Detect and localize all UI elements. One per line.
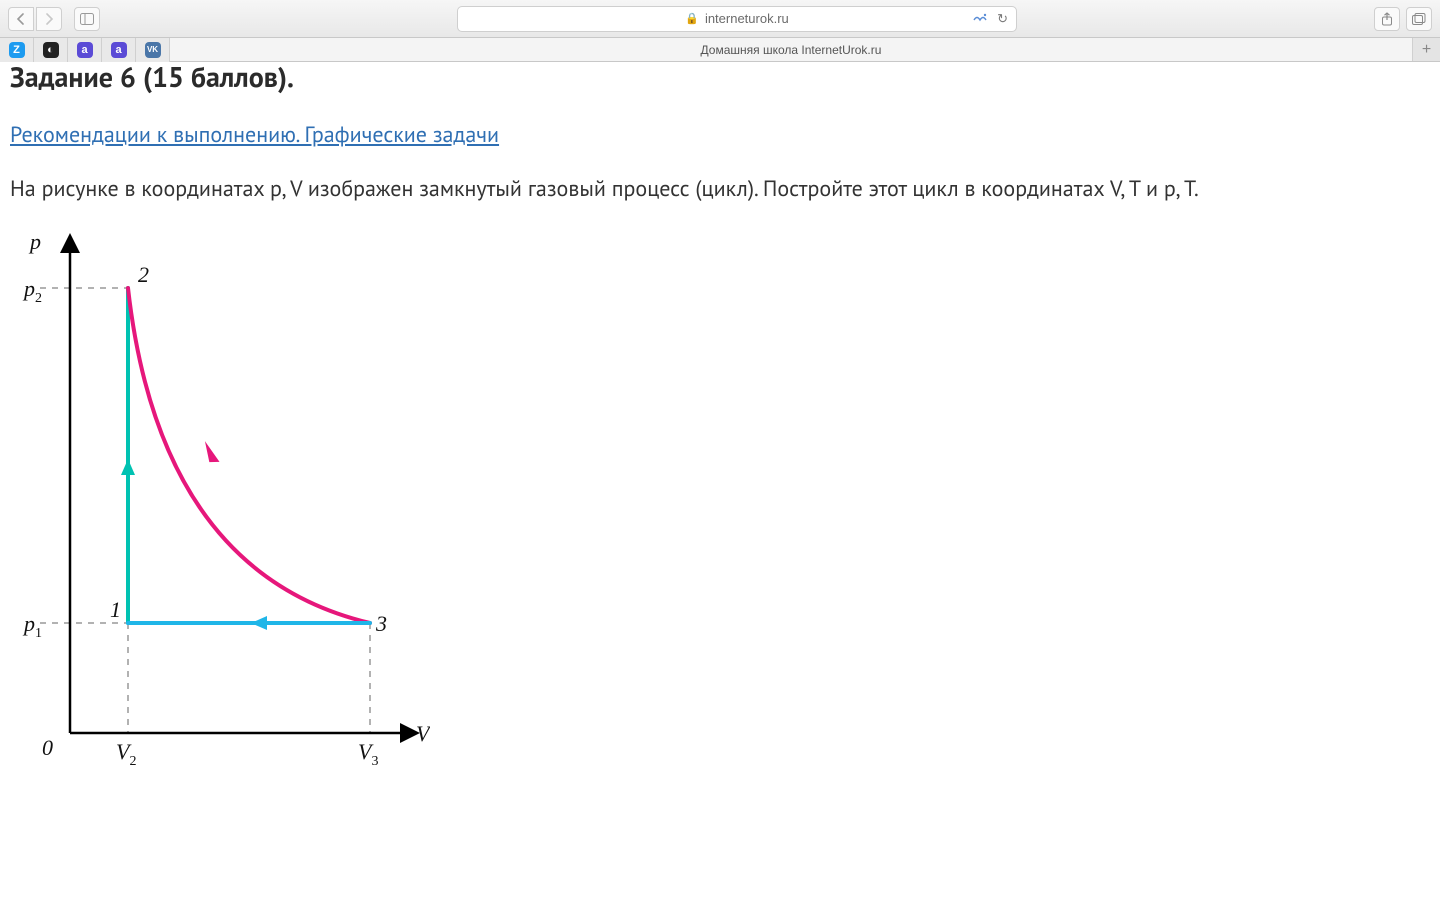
sidebar-toggle-button[interactable] — [74, 7, 100, 31]
share-button[interactable] — [1374, 7, 1400, 31]
svg-text:V3: V3 — [358, 739, 378, 769]
url-bar[interactable]: 🔒 interneturok.ru ↻ — [457, 6, 1017, 32]
back-button[interactable] — [8, 7, 34, 31]
nav-back-forward — [8, 7, 62, 31]
svg-text:V: V — [416, 721, 430, 746]
svg-text:1: 1 — [110, 597, 121, 622]
forward-button[interactable] — [36, 7, 62, 31]
active-tab-title[interactable]: Домашняя школа InternetUrok.ru — [170, 38, 1412, 61]
pv-diagram: p V 0 1 2 3 V2 V3 p1 p2 — [10, 223, 430, 783]
task-title: Задание 6 (15 баллов). — [10, 62, 1430, 93]
svg-text:2: 2 — [138, 262, 149, 287]
svg-text:3: 3 — [375, 611, 387, 636]
browser-toolbar: 🔒 interneturok.ru ↻ — [0, 0, 1440, 38]
reload-icon[interactable]: ↻ — [997, 11, 1008, 27]
task-description: На рисунке в координатах p, V изображен … — [10, 175, 1430, 203]
recommendations-link[interactable]: Рекомендации к выполнению. Графические з… — [10, 121, 499, 149]
url-host: interneturok.ru — [705, 11, 789, 26]
svg-text:p1: p1 — [22, 611, 42, 641]
svg-text:0: 0 — [42, 735, 53, 760]
svg-text:p2: p2 — [22, 276, 42, 306]
reader-icon[interactable] — [972, 11, 988, 26]
lock-icon: 🔒 — [685, 12, 699, 25]
tabs-button[interactable] — [1406, 7, 1432, 31]
svg-text:V2: V2 — [116, 739, 136, 769]
new-tab-button[interactable]: + — [1412, 38, 1440, 61]
svg-text:p: p — [28, 229, 41, 254]
page-content: Задание 6 (15 баллов). Рекомендации к вы… — [0, 62, 1440, 788]
toolbar-right — [1374, 7, 1432, 31]
